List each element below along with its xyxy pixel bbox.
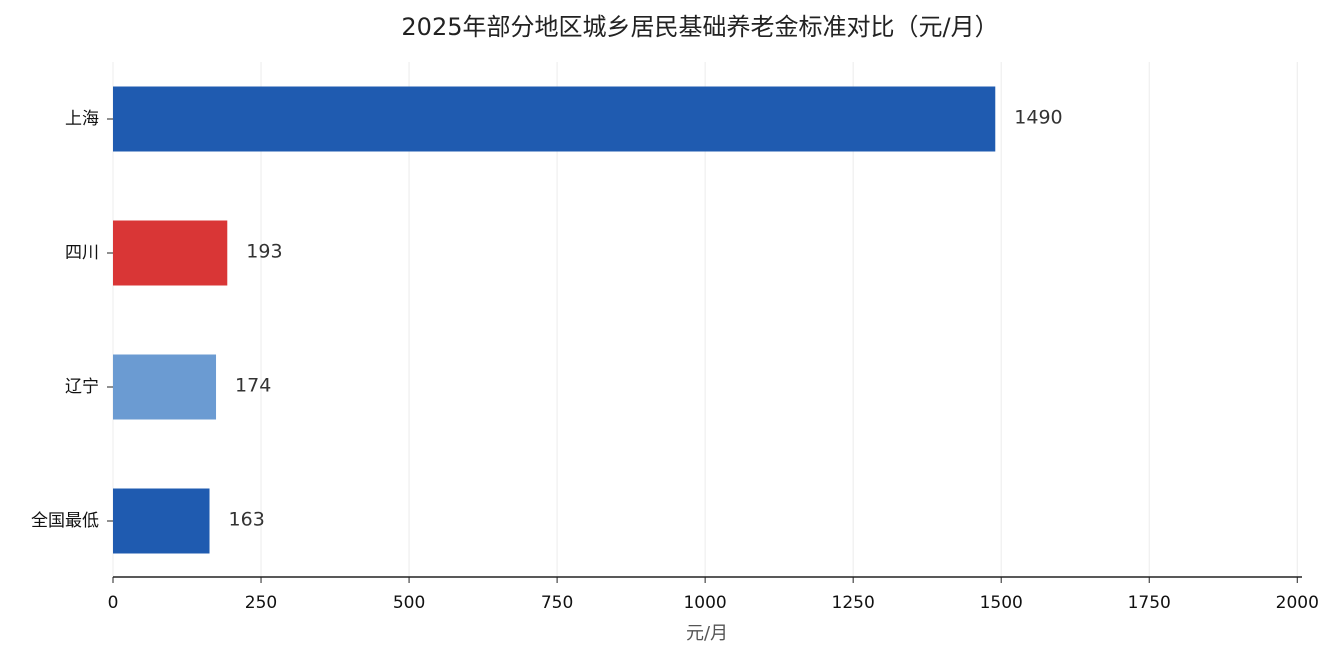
x-tick-label: 1500	[980, 593, 1023, 613]
bar	[113, 220, 228, 286]
x-tick-label: 750	[541, 593, 573, 613]
value-label: 1490	[1014, 107, 1062, 129]
bar	[113, 354, 217, 420]
value-label: 193	[246, 241, 282, 263]
bar	[113, 86, 996, 152]
x-tick-label: 250	[245, 593, 277, 613]
x-tick-label: 2000	[1276, 593, 1319, 613]
y-tick-label: 四川	[65, 243, 99, 263]
x-axis-label: 元/月	[686, 623, 728, 644]
chart-title: 2025年部分地区城乡居民基础养老金标准对比（元/月）	[401, 13, 998, 41]
x-tick-label: 500	[393, 593, 425, 613]
x-tick-label: 1250	[832, 593, 875, 613]
x-tick-label: 1750	[1128, 593, 1171, 613]
value-label: 163	[229, 509, 265, 531]
bar	[113, 488, 210, 554]
x-tick-label: 0	[108, 593, 119, 613]
value-label: 174	[235, 375, 271, 397]
x-tick-label: 1000	[683, 593, 726, 613]
y-tick-label: 全国最低	[31, 511, 99, 531]
y-tick-label: 上海	[65, 109, 99, 129]
y-tick-label: 辽宁	[65, 377, 99, 397]
